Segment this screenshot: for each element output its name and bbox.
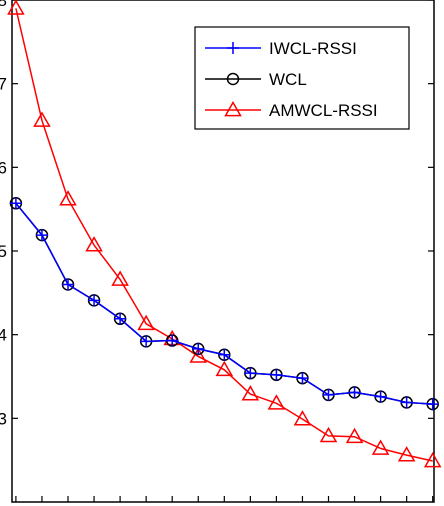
data-point-amwcl-rssi-3 bbox=[85, 236, 103, 252]
y-tick-label-4: 7 bbox=[0, 75, 7, 94]
legend-entry-iwcl-rssi: IWCL-RSSI bbox=[205, 39, 357, 58]
y-tick-label-3: 6 bbox=[0, 158, 7, 177]
y-tick-label-0: 3 bbox=[0, 409, 7, 428]
legend-box bbox=[194, 26, 410, 130]
data-point-iwcl-rssi-12 bbox=[322, 388, 335, 401]
data-point-iwcl-rssi-9 bbox=[244, 367, 257, 380]
data-point-iwcl-rssi-5 bbox=[140, 335, 153, 348]
y-tick-label-1: 4 bbox=[0, 326, 7, 345]
data-point-iwcl-rssi-1 bbox=[35, 229, 48, 242]
data-point-iwcl-rssi-15 bbox=[400, 396, 413, 409]
legend-label-amwcl-rssi: AMWCL-RSSI bbox=[269, 101, 378, 120]
series-line-wcl bbox=[15, 202, 433, 405]
data-point-amwcl-rssi-1 bbox=[33, 111, 51, 127]
legend-marker-iwcl-rssi bbox=[227, 42, 239, 54]
plot-frame bbox=[11, 0, 435, 503]
data-point-amwcl-rssi-2 bbox=[59, 190, 77, 206]
series-amwcl-rssi bbox=[7, 0, 442, 468]
y-tick-label-5: 8 bbox=[0, 0, 7, 10]
data-point-iwcl-rssi-10 bbox=[270, 368, 283, 381]
data-point-iwcl-rssi-6 bbox=[166, 334, 179, 347]
data-point-amwcl-rssi-16 bbox=[423, 451, 442, 468]
data-point-amwcl-rssi-11 bbox=[293, 410, 312, 426]
data-point-iwcl-rssi-8 bbox=[218, 348, 231, 361]
legend-entry-amwcl-rssi: AMWCL-RSSI bbox=[205, 100, 378, 120]
legend-marker-wcl bbox=[226, 72, 240, 86]
data-point-amwcl-rssi-12 bbox=[319, 426, 338, 443]
legend-label-iwcl-rssi: IWCL-RSSI bbox=[269, 39, 357, 58]
data-point-amwcl-rssi-15 bbox=[397, 446, 416, 462]
data-point-iwcl-rssi-16 bbox=[426, 398, 439, 411]
data-point-iwcl-rssi-13 bbox=[348, 386, 361, 399]
data-point-amwcl-rssi-13 bbox=[345, 427, 364, 444]
series-line-iwcl-rssi bbox=[15, 202, 433, 405]
data-point-amwcl-rssi-9 bbox=[241, 385, 260, 401]
data-point-amwcl-rssi-0 bbox=[7, 0, 25, 15]
data-point-iwcl-rssi-14 bbox=[374, 390, 387, 403]
legend-entry-wcl: WCL bbox=[205, 70, 307, 89]
data-point-iwcl-rssi-7 bbox=[192, 342, 205, 355]
series-wcl bbox=[9, 197, 439, 411]
data-point-amwcl-rssi-8 bbox=[215, 360, 234, 377]
data-point-iwcl-rssi-11 bbox=[296, 372, 309, 385]
data-point-iwcl-rssi-3 bbox=[88, 294, 101, 307]
data-point-iwcl-rssi-0 bbox=[9, 197, 22, 210]
data-point-amwcl-rssi-14 bbox=[371, 439, 390, 455]
data-point-amwcl-rssi-7 bbox=[189, 347, 208, 363]
data-point-amwcl-rssi-5 bbox=[137, 314, 155, 331]
legend-label-wcl: WCL bbox=[269, 70, 307, 89]
series-line-amwcl-rssi bbox=[15, 8, 433, 462]
y-tick-label-2: 5 bbox=[0, 242, 7, 261]
y-axis-ticks: 3 4 5 6 7 8 bbox=[0, 0, 434, 502]
series-iwcl-rssi bbox=[9, 197, 439, 411]
legend: IWCL-RSSI WCL AMWCL-RSSI bbox=[194, 26, 410, 130]
data-point-amwcl-rssi-4 bbox=[111, 270, 129, 286]
data-point-iwcl-rssi-2 bbox=[62, 278, 75, 291]
data-point-amwcl-rssi-10 bbox=[267, 394, 286, 410]
data-point-iwcl-rssi-4 bbox=[114, 312, 127, 325]
legend-marker-amwcl-rssi bbox=[224, 100, 242, 117]
series-layer bbox=[7, 0, 442, 468]
